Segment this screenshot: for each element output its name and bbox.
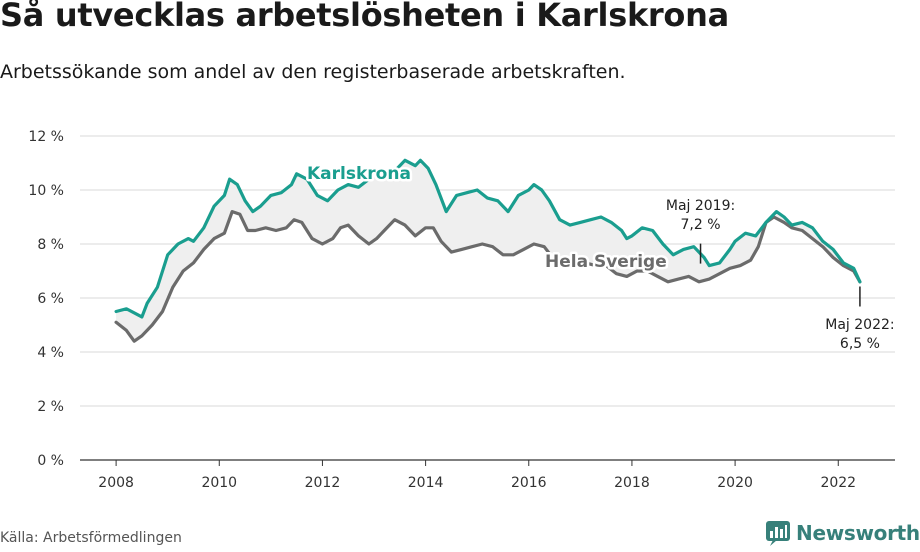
y-tick-label: 8 % bbox=[37, 237, 64, 253]
series-labels: Karlskrona Hela Sverige bbox=[305, 162, 670, 275]
series-line-hela-sverige bbox=[114, 210, 862, 343]
gap-fill bbox=[116, 160, 860, 341]
series-label-karlskrona: Karlskrona bbox=[307, 164, 411, 184]
page-subtitle: Arbetssökande som andel av den registerb… bbox=[0, 61, 626, 83]
page-title: Så utvecklas arbetslösheten i Karlskrona bbox=[0, 0, 729, 34]
series-label-hela-sverige: Hela Sverige bbox=[545, 252, 667, 272]
x-tick-label: 2008 bbox=[98, 475, 134, 491]
y-tick-label: 2 % bbox=[37, 399, 64, 415]
x-tick-label: 2018 bbox=[614, 475, 650, 491]
newsworthy-logo-icon bbox=[766, 521, 790, 546]
x-tick-label: 2016 bbox=[511, 475, 547, 491]
annotation-text-2019: Maj 2019: bbox=[666, 198, 735, 214]
series-lines bbox=[114, 158, 862, 343]
brand-name: Newsworthy bbox=[796, 521, 920, 545]
gap-fill-area bbox=[116, 160, 860, 341]
x-tick-label: 2014 bbox=[408, 475, 444, 491]
brand-logo[interactable]: Newsworthy bbox=[765, 520, 920, 546]
series-line-karlskrona bbox=[114, 158, 862, 319]
y-tick-label: 12 % bbox=[28, 129, 64, 145]
source-note: Källa: Arbetsförmedlingen bbox=[0, 530, 182, 546]
x-tick-label: 2012 bbox=[305, 475, 341, 491]
y-tick-label: 0 % bbox=[37, 453, 64, 469]
annotation-text-2022: Maj 2022: bbox=[825, 317, 894, 333]
annotation-text-2022: 6,5 % bbox=[840, 336, 880, 352]
y-tick-label: 10 % bbox=[28, 183, 64, 199]
x-tick-label: 2022 bbox=[820, 475, 856, 491]
x-tick-label: 2010 bbox=[201, 475, 237, 491]
x-tick-label: 2020 bbox=[717, 475, 753, 491]
y-tick-label: 4 % bbox=[37, 345, 64, 361]
axes: 0 % 2 % 4 % 6 % 8 % 10 % 12 % 2008 2010 2012 2014 2… bbox=[28, 129, 856, 491]
gridlines bbox=[80, 135, 895, 461]
annotations: Maj 2019: 7,2 % Maj 2022: 6,5 % bbox=[664, 196, 897, 354]
y-tick-label: 6 % bbox=[37, 291, 64, 307]
annotation-text-2019: 7,2 % bbox=[681, 217, 721, 233]
